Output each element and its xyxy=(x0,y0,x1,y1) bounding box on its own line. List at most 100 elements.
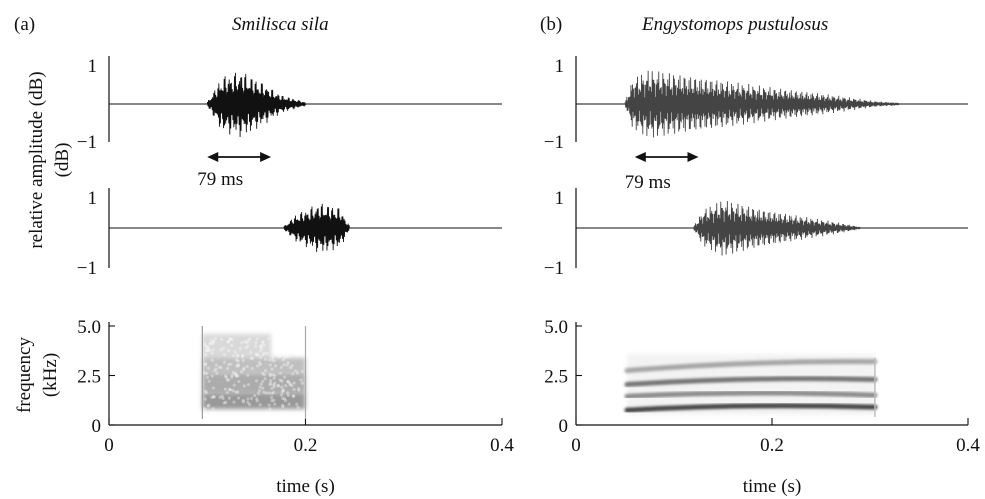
y-tick-label: 2.5 xyxy=(77,367,101,388)
spectrogram-speckle xyxy=(270,387,273,390)
spectrogram-speckle xyxy=(269,364,272,367)
frequency-ylabel-line1: frequency xyxy=(14,337,35,413)
spectrogram-speckle xyxy=(260,347,263,350)
spectrogram-speckle xyxy=(297,387,300,390)
spectrogram-speckle xyxy=(246,365,249,368)
spectrogram-speckle xyxy=(268,403,271,406)
spectrogram-speckle xyxy=(215,372,218,375)
spectrogram-speckle xyxy=(227,349,230,352)
spectrogram-speckle xyxy=(285,353,288,356)
spectrogram-speckle xyxy=(291,350,294,353)
spectrogram-speckle xyxy=(203,372,206,375)
spectrogram-speckle xyxy=(204,363,207,366)
spectrogram-speckle xyxy=(280,393,283,396)
spectrogram-speckle xyxy=(227,378,230,381)
spectrogram-speckle xyxy=(290,364,293,367)
spectrogram-speckle xyxy=(264,369,267,372)
spectrogram-speckle xyxy=(224,401,227,404)
spectrogram-speckle xyxy=(221,395,224,398)
spectrogram-speckle xyxy=(272,391,275,394)
duration-arrow-a: 79 ms xyxy=(197,152,271,190)
spectrogram-speckle xyxy=(211,359,214,362)
spectrogram-speckle xyxy=(249,351,252,354)
spectrogram-speckle xyxy=(242,359,245,362)
spectrogram-speckle xyxy=(233,350,236,353)
spectrogram-speckle xyxy=(239,347,242,350)
spectrogram-speckle xyxy=(265,391,268,394)
spectrogram-speckle xyxy=(206,376,209,379)
spectrogram-speckle xyxy=(274,364,277,367)
spectrogram-speckle xyxy=(272,346,275,349)
spectrogram-speckle xyxy=(254,345,257,348)
x-axis-label: time (s) xyxy=(276,476,335,497)
spectrogram-speckle xyxy=(226,391,229,394)
waveform-a-top: 1 −1 xyxy=(77,56,502,153)
spectrogram-speckle xyxy=(243,384,246,387)
spectrogram-speckle xyxy=(212,348,215,351)
spectrogram-speckle xyxy=(232,401,235,404)
spectrogram-speckle xyxy=(227,363,230,366)
waveform-trace xyxy=(625,71,899,138)
waveform-a-bottom: 1 −1 xyxy=(77,188,502,279)
spectrogram-speckle xyxy=(272,383,275,386)
spectrogram-speckle xyxy=(204,398,207,401)
spectrogram-speckle xyxy=(226,341,229,344)
x-tick-label: 0.2 xyxy=(760,435,784,456)
spectrogram-speckle xyxy=(274,339,277,342)
duration-arrow-b: 79 ms xyxy=(625,152,699,193)
spectrogram-speckle xyxy=(253,394,256,397)
spectrogram-speckle xyxy=(235,358,238,361)
spectrogram-speckle xyxy=(207,349,210,352)
spectrogram-a: 0 2.5 5.0 0 0.2 0.4 time (s) xyxy=(77,317,514,497)
x-tick-label: 0 xyxy=(571,435,581,456)
spectrogram-speckle xyxy=(210,338,213,341)
spectrogram-speckle xyxy=(231,374,234,377)
arrow-head-right xyxy=(260,152,271,162)
spectrogram-speckle xyxy=(288,403,291,406)
spectrogram-speckle xyxy=(279,342,282,345)
x-tick-label: 0.2 xyxy=(294,435,318,456)
y-tick-label: −1 xyxy=(77,258,97,279)
spectrogram-speckle xyxy=(208,380,211,383)
waveform-b-bottom: 1 −1 xyxy=(544,188,968,279)
spectrogram-speckle xyxy=(240,341,243,344)
y-tick-label: 1 xyxy=(555,188,565,209)
duration-label-a: 79 ms xyxy=(197,169,243,190)
spectrogram-speckle xyxy=(265,352,268,355)
spectrogram-speckle xyxy=(270,399,273,402)
spectrogram-speckle xyxy=(269,373,272,376)
spectrogram-speckle xyxy=(254,341,257,344)
spectrogram-speckle xyxy=(281,397,284,400)
arrow-head-right xyxy=(688,152,699,162)
spectrogram-speckle xyxy=(284,338,287,341)
spectrogram-speckle xyxy=(207,403,210,406)
spectrogram-speckle xyxy=(260,343,263,346)
spectrogram-speckle xyxy=(270,396,273,399)
spectrogram-speckle xyxy=(277,384,280,387)
arrow-head-left xyxy=(207,152,218,162)
spectrogram-speckle xyxy=(226,367,229,370)
y-tick-label: −1 xyxy=(77,132,97,153)
spectrogram-speckle xyxy=(255,354,258,357)
spectrogram-speckle xyxy=(299,378,302,381)
panel-b-species: Engystomops pustulosus xyxy=(641,14,828,35)
spectrogram-speckle xyxy=(283,349,286,352)
spectrogram-speckle xyxy=(241,355,244,358)
spectrogram-speckle xyxy=(273,359,276,362)
spectrogram-speckle xyxy=(242,399,245,402)
spectrogram-speckle xyxy=(268,358,271,361)
spectrogram-speckle xyxy=(259,356,262,359)
amplitude-ylabel-line1: relative amplitude (dB) xyxy=(26,71,47,248)
spectrogram-speckle xyxy=(250,357,253,360)
spectrogram-speckle xyxy=(271,367,274,370)
spectrogram-speckle xyxy=(224,387,227,390)
spectrogram-speckle xyxy=(267,337,270,340)
spectrogram-speckle xyxy=(240,370,243,373)
y-tick-label: 1 xyxy=(555,56,565,77)
spectrogram-speckle xyxy=(251,367,254,370)
spectrogram-speckle xyxy=(292,388,295,391)
y-tick-label: 5.0 xyxy=(544,317,568,338)
spectrogram-speckle xyxy=(277,354,280,357)
duration-label-b: 79 ms xyxy=(625,172,671,193)
